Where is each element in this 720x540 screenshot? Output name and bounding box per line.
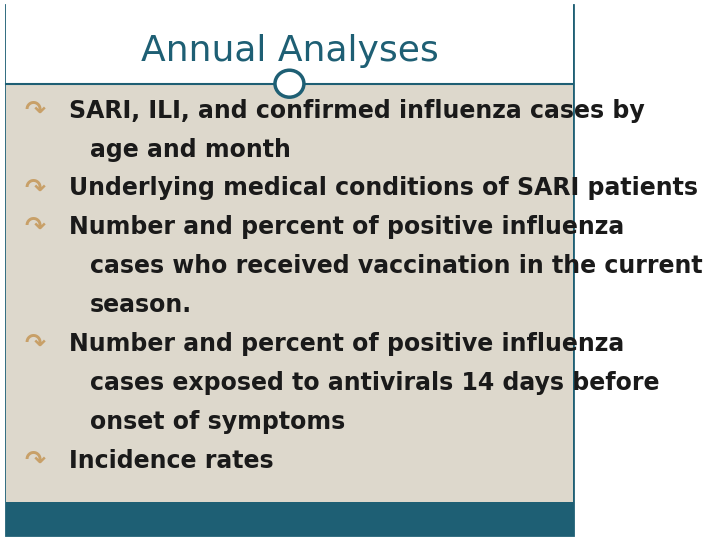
Text: Number and percent of positive influenza: Number and percent of positive influenza <box>69 332 625 356</box>
Text: ↷: ↷ <box>24 99 45 123</box>
Text: Incidence rates: Incidence rates <box>69 449 274 472</box>
FancyBboxPatch shape <box>6 0 573 84</box>
Text: SARI, ILI, and confirmed influenza cases by: SARI, ILI, and confirmed influenza cases… <box>69 99 645 123</box>
Text: ↷: ↷ <box>24 215 45 239</box>
Circle shape <box>275 70 304 97</box>
Text: season.: season. <box>90 293 192 317</box>
Text: Annual Analyses: Annual Analyses <box>140 35 438 68</box>
Text: age and month: age and month <box>90 138 291 161</box>
FancyBboxPatch shape <box>6 502 573 535</box>
Text: Underlying medical conditions of SARI patients: Underlying medical conditions of SARI pa… <box>69 177 698 200</box>
FancyBboxPatch shape <box>6 84 573 502</box>
Text: cases exposed to antivirals 14 days before: cases exposed to antivirals 14 days befo… <box>90 371 660 395</box>
Text: cases who received vaccination in the current: cases who received vaccination in the cu… <box>90 254 702 278</box>
FancyBboxPatch shape <box>6 5 573 535</box>
Text: ↷: ↷ <box>24 177 45 200</box>
Text: Number and percent of positive influenza: Number and percent of positive influenza <box>69 215 625 239</box>
Text: onset of symptoms: onset of symptoms <box>90 410 345 434</box>
Text: ↷: ↷ <box>24 332 45 356</box>
Text: ↷: ↷ <box>24 449 45 472</box>
